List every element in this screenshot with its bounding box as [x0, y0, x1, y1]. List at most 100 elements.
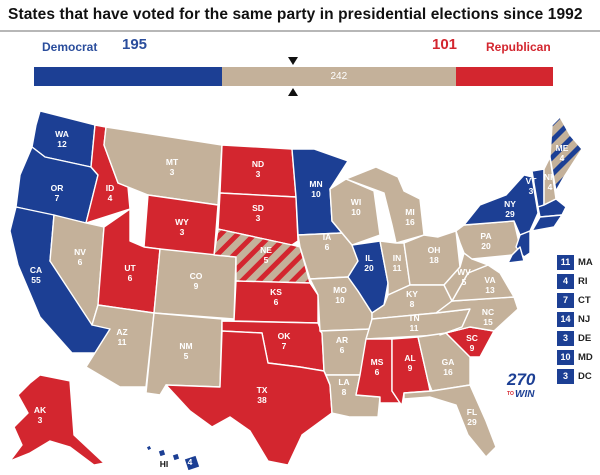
- state-mi[interactable]: MI 16: [345, 166, 425, 244]
- state-nd-ev: 3: [256, 169, 261, 179]
- state-wi[interactable]: WI 10: [329, 178, 381, 246]
- state-ne-ev: 5: [264, 255, 269, 265]
- state-nd[interactable]: ND 3: [219, 144, 297, 198]
- republican-label: Republican: [486, 40, 551, 54]
- state-wy-ev: 3: [180, 227, 185, 237]
- state-co-ev: 9: [194, 281, 199, 291]
- state-ny-name: NY: [504, 199, 516, 209]
- state-al-name: AL: [404, 353, 415, 363]
- us-map: WA 12 OR 7 CA 55 ID 4 NV 6 MT 3 WY 3 UT …: [9, 110, 583, 472]
- state-id-name: ID: [106, 183, 115, 193]
- state-nc-name: NC: [482, 307, 494, 317]
- state-de-md[interactable]: [507, 246, 525, 264]
- state-ny-ev: 29: [505, 209, 515, 219]
- state-wv-ev: 5: [462, 277, 467, 287]
- small-state-row[interactable]: 3 DC: [557, 367, 593, 385]
- state-ut-ev: 6: [128, 273, 133, 283]
- small-state-abbr: NJ: [578, 313, 591, 325]
- small-state-row[interactable]: 11 MA: [557, 253, 593, 271]
- state-ca-name: CA: [30, 265, 42, 275]
- state-ar-ev: 6: [340, 345, 345, 355]
- state-tx[interactable]: TX 38: [165, 330, 333, 466]
- state-vt-ev: 3: [529, 186, 534, 196]
- state-mi-ev: 16: [405, 217, 415, 227]
- northeast-small-states: [507, 198, 567, 264]
- state-in-ev: 11: [393, 263, 402, 273]
- state-hi-ev: 4: [188, 457, 193, 467]
- state-hi[interactable]: HI 4: [145, 444, 201, 472]
- state-ga-ev: 16: [443, 367, 453, 377]
- majority-marker-top-icon: [288, 57, 298, 65]
- small-state-ev: 3: [557, 368, 574, 384]
- state-hi-name: HI: [160, 459, 169, 469]
- state-pa[interactable]: PA 20: [455, 220, 521, 260]
- state-ks[interactable]: KS 6: [233, 280, 319, 324]
- state-in-name: IN: [393, 253, 402, 263]
- state-wa-ev: 12: [57, 139, 67, 149]
- state-ia-ev: 6: [325, 242, 330, 252]
- state-ne-name: NE: [260, 245, 272, 255]
- state-nh-name: NH: [544, 172, 556, 182]
- state-sc-ev: 9: [470, 343, 475, 353]
- republican-votes: 101: [432, 36, 458, 53]
- state-fl-name: FL: [467, 407, 477, 417]
- state-al-ev: 9: [408, 363, 413, 373]
- state-va-ev: 13: [485, 285, 495, 295]
- state-ak-name: AK: [34, 405, 47, 415]
- page-title: States that have voted for the same part…: [8, 6, 583, 23]
- logo-to: TO: [507, 391, 514, 397]
- state-va-name: VA: [484, 275, 495, 285]
- state-il-name: IL: [365, 253, 373, 263]
- logo-number: 270: [507, 370, 536, 389]
- state-mi-name: MI: [405, 207, 414, 217]
- small-state-row[interactable]: 10 MD: [557, 348, 593, 366]
- state-ok-ev: 7: [282, 341, 287, 351]
- state-oh-ev: 18: [429, 255, 439, 265]
- state-or-ev: 7: [55, 193, 60, 203]
- title-divider: [0, 30, 600, 32]
- small-state-row[interactable]: 7 CT: [557, 291, 593, 309]
- state-ia-name: IA: [323, 232, 332, 242]
- state-wv[interactable]: WV 5: [443, 252, 489, 302]
- state-or-name: OR: [51, 183, 64, 193]
- state-mt-name: MT: [166, 157, 179, 167]
- state-co-name: CO: [190, 271, 203, 281]
- state-mn-name: MN: [309, 179, 322, 189]
- small-state-row[interactable]: 4 RI: [557, 272, 593, 290]
- electoral-vote-bar: 242: [34, 67, 553, 86]
- state-fl[interactable]: FL 29: [403, 384, 497, 458]
- state-nm[interactable]: NM 5: [145, 312, 223, 396]
- state-me-ev: 4: [560, 153, 565, 163]
- small-state-abbr: DC: [578, 370, 592, 382]
- small-state-row[interactable]: 14 NJ: [557, 310, 593, 328]
- state-ak[interactable]: AK 3: [9, 374, 105, 466]
- state-tx-name: TX: [257, 385, 268, 395]
- small-state-ev: 11: [557, 254, 574, 270]
- state-oh-name: OH: [428, 245, 441, 255]
- state-ms-ev: 6: [375, 367, 380, 377]
- state-sd[interactable]: SD 3: [217, 192, 299, 246]
- state-sc-name: SC: [466, 333, 478, 343]
- state-nv-name: NV: [74, 247, 86, 257]
- state-mo-name: MO: [333, 285, 347, 295]
- state-il-ev: 20: [364, 263, 374, 273]
- state-tx-ev: 38: [257, 395, 267, 405]
- state-co[interactable]: CO 9: [153, 248, 237, 320]
- state-nm-ev: 5: [184, 351, 189, 361]
- state-sd-ev: 3: [256, 213, 261, 223]
- state-pa-name: PA: [480, 231, 491, 241]
- state-ok-name: OK: [278, 331, 292, 341]
- 270towin-logo[interactable]: 270 TO WIN: [507, 371, 547, 400]
- state-az-ev: 11: [118, 337, 127, 347]
- small-state-ev: 10: [557, 349, 574, 365]
- small-state-row[interactable]: 3 DE: [557, 329, 593, 347]
- state-wv-name: WV: [457, 267, 471, 277]
- state-me[interactable]: ME 4: [549, 116, 583, 192]
- state-ny[interactable]: NY 29: [463, 174, 539, 236]
- state-ct-ri[interactable]: [531, 214, 563, 232]
- state-nc-ev: 15: [483, 317, 493, 327]
- small-state-abbr: MD: [578, 351, 593, 363]
- small-state-abbr: CT: [578, 294, 591, 306]
- state-sd-name: SD: [252, 203, 264, 213]
- state-wa-name: WA: [55, 129, 69, 139]
